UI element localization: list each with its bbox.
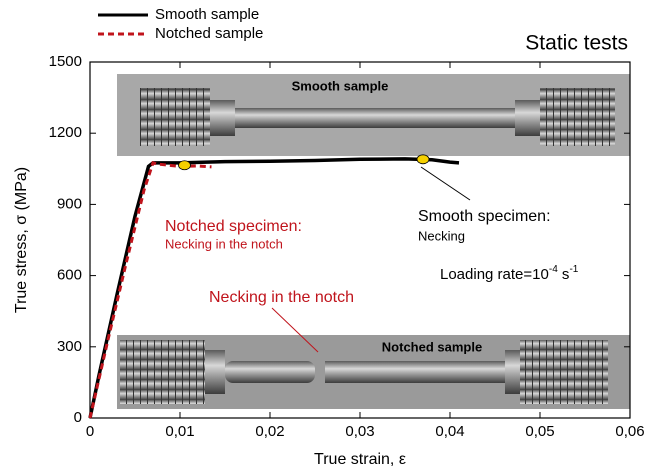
annotation-part: Loading rate=10 [440, 266, 549, 283]
callout-line [271, 307, 319, 353]
annotation: Smooth specimen: [418, 208, 551, 225]
x-tick-label: 0,01 [165, 423, 194, 440]
x-tick-label: 0,02 [255, 423, 284, 440]
x-tick-label: 0,06 [615, 423, 644, 440]
y-tick-label: 300 [57, 338, 82, 355]
highlight-point [416, 154, 430, 165]
annotation: Notched specimen: [165, 218, 302, 235]
annotation: Necking in the notch [165, 236, 283, 251]
annotation-part: s [558, 266, 570, 283]
y-tick-label: 1200 [49, 124, 82, 141]
callout-line [420, 166, 471, 201]
annotation: Necking [418, 228, 465, 243]
legend-label: Smooth sample [155, 6, 259, 23]
annotation-part: -4 [549, 264, 558, 275]
annotation-part: -1 [569, 264, 578, 275]
x-tick-label: 0,05 [525, 423, 554, 440]
smooth-photo [117, 74, 630, 156]
x-tick-label: 0,03 [345, 423, 374, 440]
x-axis-label: True strain, ε [314, 451, 406, 468]
x-tick-label: 0,04 [435, 423, 464, 440]
x-tick-label: 0 [86, 423, 94, 440]
y-axis-label: True stress, σ (MPa) [13, 167, 30, 313]
chart-title: Static tests [525, 32, 628, 55]
y-tick-label: 0 [74, 409, 82, 426]
highlight-point [178, 160, 191, 171]
annotation: Loading rate=10-4 s-1 [440, 264, 579, 283]
annotation: Necking in the notch [209, 289, 354, 306]
notched-photo [117, 335, 630, 409]
y-tick-label: 1500 [49, 53, 82, 70]
series-line [88, 161, 212, 419]
legend-label: Notched sample [155, 25, 263, 42]
photo-label: Notched sample [382, 339, 482, 354]
y-tick-label: 900 [57, 195, 82, 212]
photo-label: Smooth sample [292, 78, 389, 93]
y-tick-label: 600 [57, 267, 82, 284]
